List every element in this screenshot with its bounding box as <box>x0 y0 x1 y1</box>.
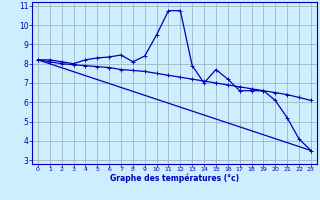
X-axis label: Graphe des températures (°c): Graphe des températures (°c) <box>110 174 239 183</box>
